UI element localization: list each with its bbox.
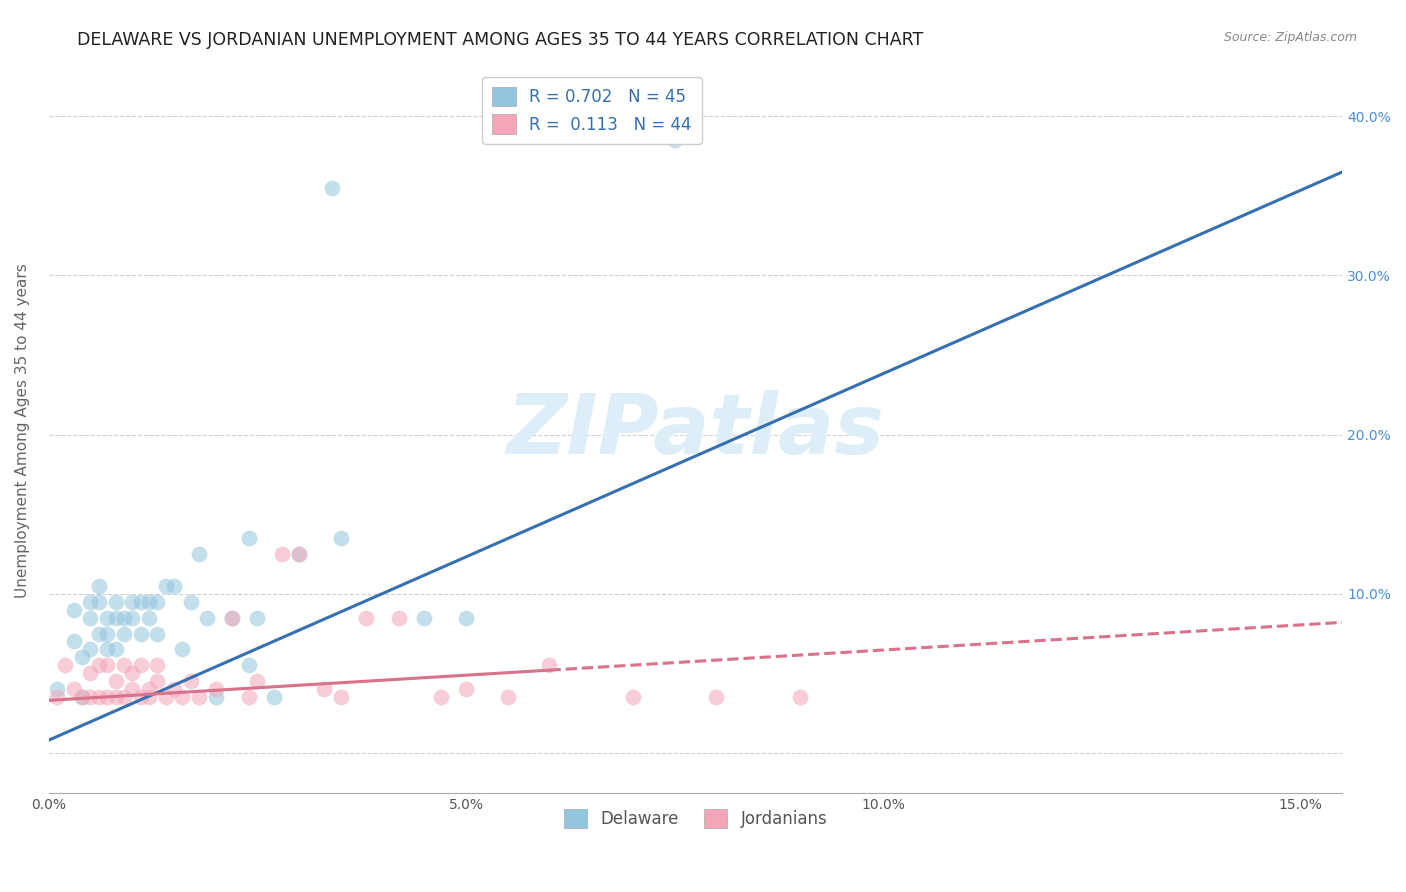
Point [388, 610, 411, 624]
Point [706, 690, 728, 705]
Point [146, 595, 169, 609]
Point [96, 642, 118, 657]
Point [263, 690, 285, 705]
Point [129, 690, 152, 705]
Point [79, 642, 101, 657]
Point [70, 650, 93, 665]
Point [172, 642, 194, 657]
Point [104, 610, 127, 624]
Point [180, 674, 202, 689]
Point [121, 595, 143, 609]
Point [79, 610, 101, 624]
Point [238, 690, 260, 705]
Point [87, 595, 110, 609]
Point [55, 658, 77, 673]
Point [195, 610, 218, 624]
Point [430, 690, 453, 705]
Point [172, 690, 194, 705]
Point [87, 658, 110, 673]
Point [104, 595, 127, 609]
Point [321, 181, 343, 195]
Point [138, 690, 160, 705]
Point [204, 690, 226, 705]
Point [121, 682, 143, 697]
Point [121, 610, 143, 624]
Point [87, 690, 110, 705]
Point [138, 610, 160, 624]
Point [129, 658, 152, 673]
Point [79, 690, 101, 705]
Text: ZIPatlas: ZIPatlas [506, 390, 884, 471]
Text: DELAWARE VS JORDANIAN UNEMPLOYMENT AMONG AGES 35 TO 44 YEARS CORRELATION CHART: DELAWARE VS JORDANIAN UNEMPLOYMENT AMONG… [77, 31, 924, 49]
Point [146, 658, 169, 673]
Point [87, 626, 110, 640]
Point [138, 595, 160, 609]
Point [96, 690, 118, 705]
Point [538, 658, 561, 673]
Point [96, 610, 118, 624]
Point [204, 682, 226, 697]
Point [104, 642, 127, 657]
Point [221, 610, 243, 624]
Point [146, 674, 169, 689]
Point [121, 666, 143, 681]
Point [46, 682, 69, 697]
Point [112, 610, 135, 624]
Point [621, 690, 644, 705]
Point [354, 610, 377, 624]
Text: Source: ZipAtlas.com: Source: ZipAtlas.com [1223, 31, 1357, 45]
Point [79, 595, 101, 609]
Point [238, 531, 260, 545]
Point [188, 690, 211, 705]
Y-axis label: Unemployment Among Ages 35 to 44 years: Unemployment Among Ages 35 to 44 years [15, 263, 30, 598]
Point [288, 547, 311, 561]
Point [288, 547, 311, 561]
Point [104, 690, 127, 705]
Point [138, 682, 160, 697]
Point [146, 626, 169, 640]
Point [112, 658, 135, 673]
Point [46, 690, 69, 705]
Point [104, 674, 127, 689]
Point [129, 626, 152, 640]
Point [112, 690, 135, 705]
Point [221, 610, 243, 624]
Point [314, 682, 336, 697]
Point [163, 579, 186, 593]
Point [664, 133, 686, 147]
Point [329, 690, 352, 705]
Point [155, 690, 177, 705]
Point [246, 674, 269, 689]
Point [112, 626, 135, 640]
Point [129, 595, 152, 609]
Point [62, 634, 84, 648]
Legend: Delaware, Jordanians: Delaware, Jordanians [557, 803, 834, 835]
Point [180, 595, 202, 609]
Point [413, 610, 436, 624]
Point [96, 658, 118, 673]
Point [96, 626, 118, 640]
Point [496, 690, 519, 705]
Point [329, 531, 352, 545]
Point [188, 547, 211, 561]
Point [163, 682, 186, 697]
Point [271, 547, 294, 561]
Point [789, 690, 811, 705]
Point [155, 579, 177, 593]
Point [79, 666, 101, 681]
Point [87, 579, 110, 593]
Point [454, 610, 477, 624]
Point [238, 658, 260, 673]
Point [70, 690, 93, 705]
Point [70, 690, 93, 705]
Point [454, 682, 477, 697]
Point [62, 602, 84, 616]
Point [246, 610, 269, 624]
Point [62, 682, 84, 697]
